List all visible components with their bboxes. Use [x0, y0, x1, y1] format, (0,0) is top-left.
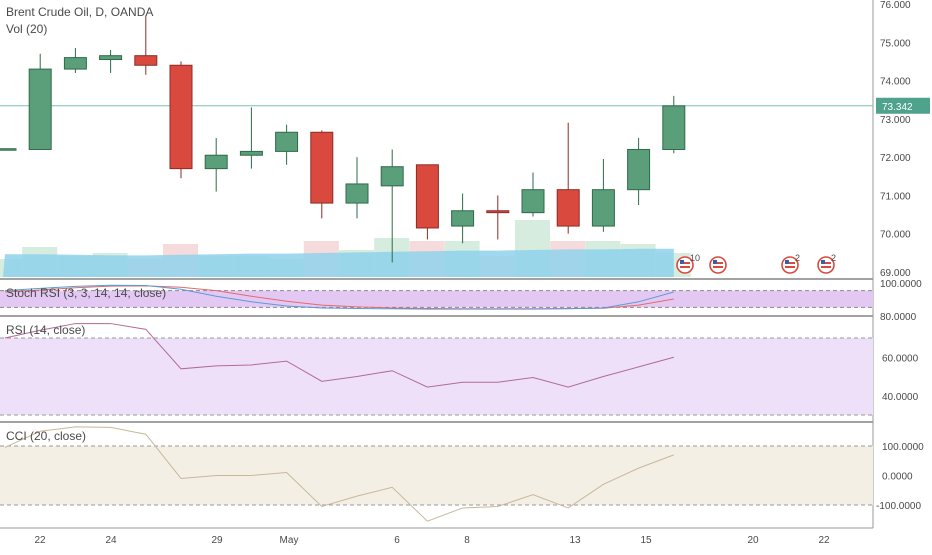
stoch-rsi-band — [0, 290, 873, 308]
cci-band — [0, 446, 873, 505]
flag-canton — [680, 260, 684, 264]
candle-up[interactable] — [451, 210, 475, 227]
flag-stripe — [713, 266, 723, 268]
last-price-label: 73.342 — [882, 102, 913, 113]
date-tick-label: 29 — [211, 535, 223, 546]
candle-down[interactable] — [556, 189, 580, 227]
volume-ma-area — [3, 248, 674, 277]
rsi-legend: RSI (14, close) — [6, 323, 85, 337]
candle-down[interactable] — [310, 131, 334, 204]
price-tick-label: 70.000 — [880, 230, 911, 241]
rsi-line — [4, 323, 674, 388]
flag-stripe — [785, 266, 795, 268]
rsi-band — [0, 338, 873, 415]
chart-title: Brent Crude Oil, D, OANDA — [6, 5, 153, 19]
candle-up[interactable] — [63, 57, 87, 70]
candle-up[interactable] — [204, 154, 228, 170]
volume-legend: Vol (20) — [6, 22, 47, 36]
candle-down[interactable] — [415, 164, 439, 229]
stoch-rsi-legend: Stoch RSI (3, 3, 14, 14, close) — [6, 286, 166, 300]
us-flag-icon[interactable] — [709, 256, 727, 274]
candle-up[interactable] — [380, 166, 404, 187]
candle-up[interactable] — [627, 148, 651, 191]
price-tick-label: 75.000 — [880, 38, 911, 49]
flag-stripe — [821, 262, 831, 264]
flag-canton — [821, 260, 825, 264]
candle-up[interactable] — [345, 183, 369, 204]
date-tick-label: 22 — [34, 535, 46, 546]
date-tick-label: 8 — [464, 535, 470, 546]
date-tick-label: 13 — [569, 535, 581, 546]
candle-down[interactable] — [169, 64, 193, 170]
rsi-tick-label: 40.0000 — [882, 392, 919, 403]
date-tick-label: 24 — [105, 535, 117, 546]
price-tick-label: 73.000 — [880, 115, 911, 126]
price-tick-label: 71.000 — [880, 191, 911, 202]
flag-canton — [785, 260, 789, 264]
candle-up[interactable] — [0, 148, 17, 151]
event-count: 2 — [831, 253, 836, 263]
candle-up[interactable] — [239, 150, 263, 156]
cci-tick-label: 0.0000 — [882, 472, 913, 483]
date-tick-label: May — [280, 535, 299, 546]
price-tick-label: 72.000 — [880, 153, 911, 164]
candle-up[interactable] — [662, 105, 686, 150]
cci-line — [4, 426, 674, 522]
flag-stripe — [680, 266, 690, 268]
flag-stripe — [680, 262, 690, 264]
candle-up[interactable] — [99, 55, 123, 61]
cci-tick-label: -100.0000 — [876, 501, 921, 512]
date-tick-label: 15 — [640, 535, 652, 546]
flag-stripe — [713, 262, 723, 264]
flag-stripe — [821, 266, 831, 268]
cci-tick-label: 100.0000 — [882, 442, 924, 453]
last-price-tag — [876, 97, 930, 114]
date-tick-label: 22 — [818, 535, 830, 546]
candle-down[interactable] — [486, 210, 510, 214]
cci-legend: CCI (20, close) — [6, 429, 86, 443]
stoch-rsi-k-line — [4, 284, 674, 310]
candle-up[interactable] — [591, 189, 615, 227]
price-tick-label: 69.000 — [880, 268, 911, 279]
stoch-tick-label: 80.0000 — [880, 312, 917, 323]
stoch-tick-label: 100.0000 — [880, 279, 922, 290]
candle-down[interactable] — [134, 55, 158, 66]
flag-canton — [713, 260, 717, 264]
price-tick-label: 76.000 — [880, 0, 911, 11]
price-tick-label: 74.000 — [880, 77, 911, 88]
flag-stripe — [785, 262, 795, 264]
event-count: 10 — [690, 253, 700, 263]
date-tick-label: 6 — [394, 535, 400, 546]
candle-up[interactable] — [275, 131, 299, 152]
event-count: 2 — [795, 253, 800, 263]
date-tick-label: 20 — [747, 535, 759, 546]
candle-up[interactable] — [521, 189, 545, 214]
candle-up[interactable] — [28, 68, 52, 150]
rsi-tick-label: 60.0000 — [882, 353, 919, 364]
